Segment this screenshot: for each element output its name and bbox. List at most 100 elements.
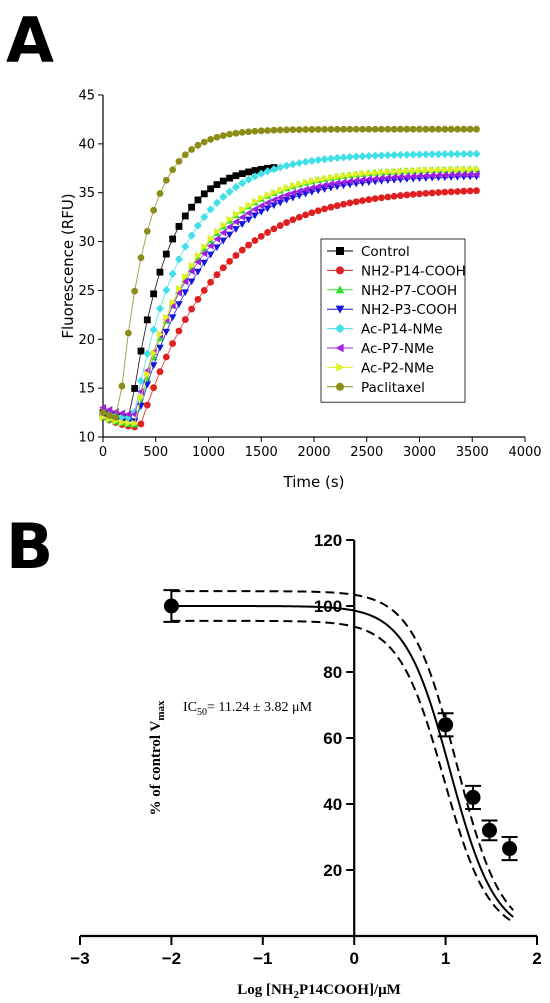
chart-a-point	[175, 223, 183, 230]
chart-a-point	[194, 268, 202, 276]
chart-a-point	[403, 125, 411, 133]
chart-a: 10 15 20 25 30 35 40 45 0 500 1000 1500 2000 2500 3000…	[59, 89, 542, 492]
chart-a-point	[264, 191, 272, 199]
chart-a-point	[289, 189, 296, 197]
chart-a-point	[447, 149, 456, 159]
chart-a-point	[162, 250, 170, 258]
chart-a-point	[149, 362, 158, 370]
chart-a-point	[150, 384, 158, 392]
chart-a-point	[308, 177, 316, 185]
chart-a-series-ac-p2-nme	[99, 165, 481, 428]
chart-a-point	[245, 201, 253, 210]
chart-a-point	[181, 277, 189, 286]
chart-a-point	[396, 150, 405, 159]
chart-a-point	[125, 419, 133, 427]
chart-a-point	[207, 135, 215, 143]
chart-a-point	[276, 193, 284, 202]
chart-a-point	[207, 278, 215, 286]
chart-a-point	[276, 199, 284, 207]
chart-a-point	[352, 176, 360, 185]
chart-a-point	[277, 186, 284, 194]
chart-a-legend-marker	[336, 363, 345, 372]
chart-a-point	[384, 168, 392, 176]
chart-a-point	[200, 212, 209, 222]
chart-a-point	[402, 150, 411, 159]
chart-a-point	[225, 231, 234, 239]
chart-a-point	[200, 249, 208, 258]
chart-a-y-tick-label: 35	[78, 186, 95, 201]
chart-a-point	[200, 259, 209, 267]
chart-a-point	[441, 171, 448, 179]
chart-a-legend-label: NH2-P3-COOH	[361, 302, 457, 318]
chart-a-y-axis-title: Fluorescence (RFU)	[59, 193, 77, 338]
chart-a-point	[251, 237, 259, 244]
chart-a-point	[396, 173, 404, 181]
chart-a-point	[232, 172, 240, 180]
chart-a-point	[289, 126, 297, 134]
chart-a-point	[314, 207, 322, 215]
chart-a-point	[168, 269, 177, 278]
chart-a-point	[359, 125, 366, 133]
chart-a-point	[144, 370, 152, 378]
chart-a-point	[289, 182, 297, 190]
chart-a-point	[232, 129, 240, 137]
chart-a-point	[207, 235, 215, 243]
chart-a-point	[283, 126, 290, 134]
chart-a-point	[137, 347, 145, 355]
chart-a-point	[473, 187, 480, 195]
chart-a-x-tick-label: 3000	[403, 445, 436, 460]
chart-a-point	[282, 196, 291, 204]
chart-a-point	[162, 353, 170, 361]
chart-a-point	[169, 340, 177, 347]
chart-a-axes: 10 15 20 25 30 35 40 45 0 500 1000 1500 2000 2500 3000…	[78, 89, 541, 461]
chart-a-point	[307, 156, 316, 165]
chart-a-point	[346, 199, 354, 207]
chart-a-point	[270, 188, 278, 197]
chart-a-point	[283, 184, 291, 192]
chart-a-point	[213, 227, 221, 236]
chart-a-point	[301, 185, 309, 194]
chart-a-point	[150, 290, 158, 298]
chart-a-point	[339, 178, 347, 186]
chart-a-point	[238, 213, 246, 222]
chart-b-data-point	[501, 836, 518, 862]
chart-a-point	[428, 171, 436, 180]
chart-a-point	[448, 165, 455, 174]
chart-a-point	[397, 167, 405, 175]
chart-a-point	[238, 129, 246, 136]
chart-b-point-marker	[438, 717, 454, 733]
chart-a-point	[225, 223, 233, 231]
chart-a-point	[150, 349, 158, 357]
chart-a-point	[251, 212, 259, 220]
chart-a-point	[99, 409, 107, 416]
chart-a-point	[333, 125, 341, 133]
chart-a-point	[314, 126, 322, 133]
chart-a-point	[447, 125, 455, 133]
chart-a-point	[257, 165, 265, 173]
chart-b-y-tick-label: 80	[323, 663, 342, 682]
chart-a-point	[340, 125, 347, 133]
chart-b-ci-upper-curve	[171, 590, 514, 911]
chart-a-point	[226, 257, 234, 265]
chart-a-point	[175, 285, 183, 293]
chart-a-point	[333, 179, 341, 187]
chart-a-point	[187, 267, 195, 276]
chart-a-point	[327, 203, 335, 211]
chart-a-point	[391, 167, 398, 176]
chart-a-point	[327, 180, 334, 188]
chart-a-point	[435, 125, 442, 133]
chart-b-y-tick-label: 40	[323, 795, 342, 814]
chart-a-point	[403, 191, 411, 199]
chart-a-point	[232, 218, 239, 226]
chart-a-point	[314, 182, 322, 191]
chart-a-point	[162, 176, 170, 184]
chart-a-legend-label: Ac-P2-NMe	[361, 360, 434, 376]
chart-b-x-tick-label: 0	[349, 949, 358, 968]
chart-a-legend-marker	[335, 323, 345, 334]
chart-a-point	[137, 393, 145, 402]
chart-b-x-tick-label: −3	[70, 949, 89, 968]
chart-a-point	[263, 198, 271, 207]
chart-a-point	[383, 151, 392, 160]
chart-a-point	[428, 150, 437, 159]
